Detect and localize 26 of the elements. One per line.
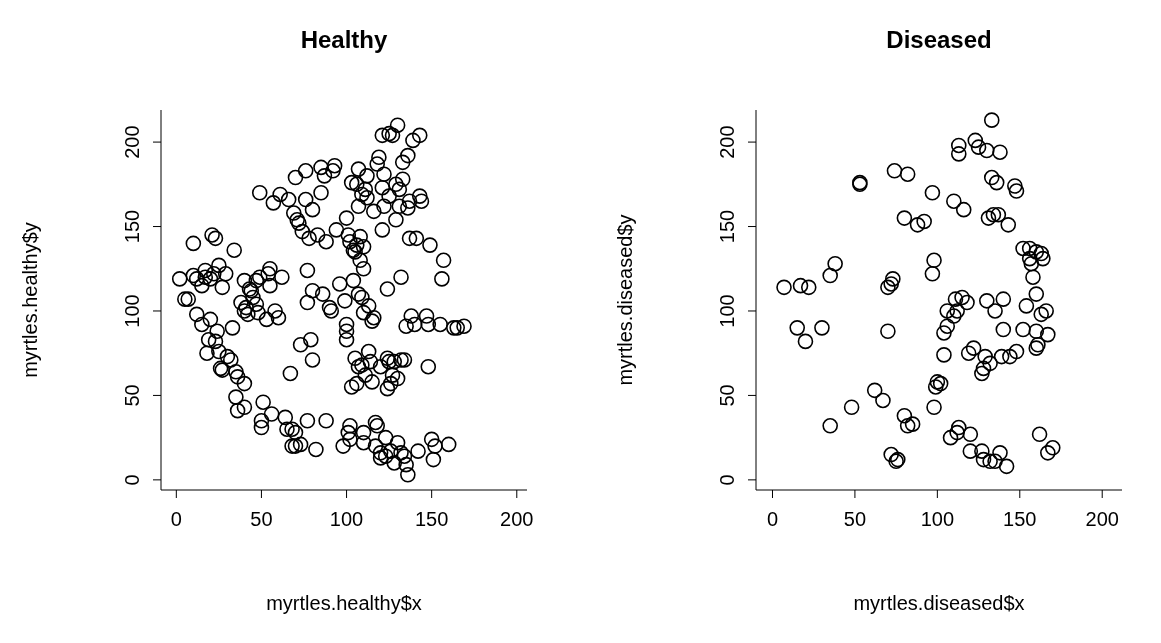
chart-title: Diseased [885, 26, 993, 54]
x-tick-label: 200 [500, 508, 534, 531]
x-tick-label: 200 [1085, 508, 1119, 531]
y-tick-label: 150 [716, 209, 738, 244]
y-tick-label: 100 [121, 294, 143, 328]
x-tick-label: 150 [414, 508, 449, 531]
y-axis-title: myrtles.diseased$y [613, 214, 637, 386]
y-tick-label: 200 [716, 125, 738, 159]
y-tick-label: 0 [121, 474, 143, 486]
y-axis-title: myrtles.healthy$y [18, 222, 42, 378]
x-axis-title: myrtles.healthy$x [265, 592, 423, 615]
chart-title: Healthy [299, 26, 389, 54]
x-tick-label: 100 [920, 508, 955, 531]
y-tick-label: 50 [716, 384, 738, 407]
y-tick-label: 0 [716, 474, 738, 486]
x-tick-label: 50 [250, 508, 273, 531]
x-axis-title: myrtles.diseased$x [852, 592, 1026, 615]
x-tick-label: 150 [1003, 508, 1037, 531]
y-tick-label: 100 [716, 294, 738, 328]
y-tick-label: 200 [121, 125, 143, 159]
y-tick-label: 150 [121, 209, 143, 244]
x-tick-label: 50 [843, 508, 867, 531]
y-tick-label: 50 [121, 384, 143, 407]
x-tick-label: 0 [170, 508, 182, 531]
x-tick-label: 0 [766, 508, 779, 531]
x-tick-label: 100 [329, 508, 364, 531]
